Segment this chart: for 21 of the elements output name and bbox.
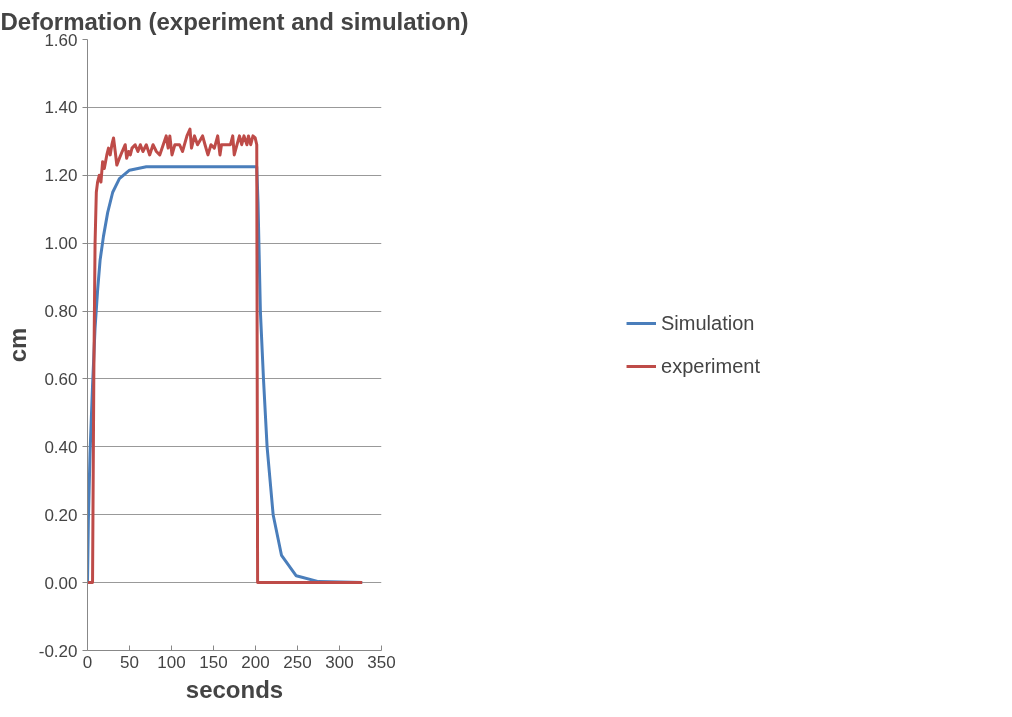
x-tick-label: 350: [367, 652, 396, 672]
x-tick-label: 250: [283, 652, 312, 672]
y-tick-label: 0.20: [44, 505, 78, 525]
x-tick-label: 200: [241, 652, 270, 672]
y-tick-label: 1.00: [44, 234, 78, 254]
x-axis-title: seconds: [185, 675, 284, 703]
x-tick-label: 150: [199, 652, 228, 672]
y-axis-title: cm: [3, 327, 31, 363]
y-tick-label: 0.00: [44, 573, 78, 593]
x-tick-label: 0: [82, 652, 93, 672]
x-tick-label: 50: [120, 652, 139, 672]
legend-label: Simulation: [661, 311, 755, 335]
legend-label: experiment: [661, 354, 760, 378]
x-tick-label: 100: [157, 652, 186, 672]
x-tick-label: 300: [325, 652, 354, 672]
y-tick-label: -0.20: [38, 641, 78, 661]
y-tick-label: 0.60: [44, 369, 78, 389]
y-tick-label: 1.40: [44, 98, 78, 118]
y-tick-label: 0.40: [44, 437, 78, 457]
y-tick-label: 1.20: [44, 166, 78, 186]
y-tick-label: 0.80: [44, 302, 78, 322]
